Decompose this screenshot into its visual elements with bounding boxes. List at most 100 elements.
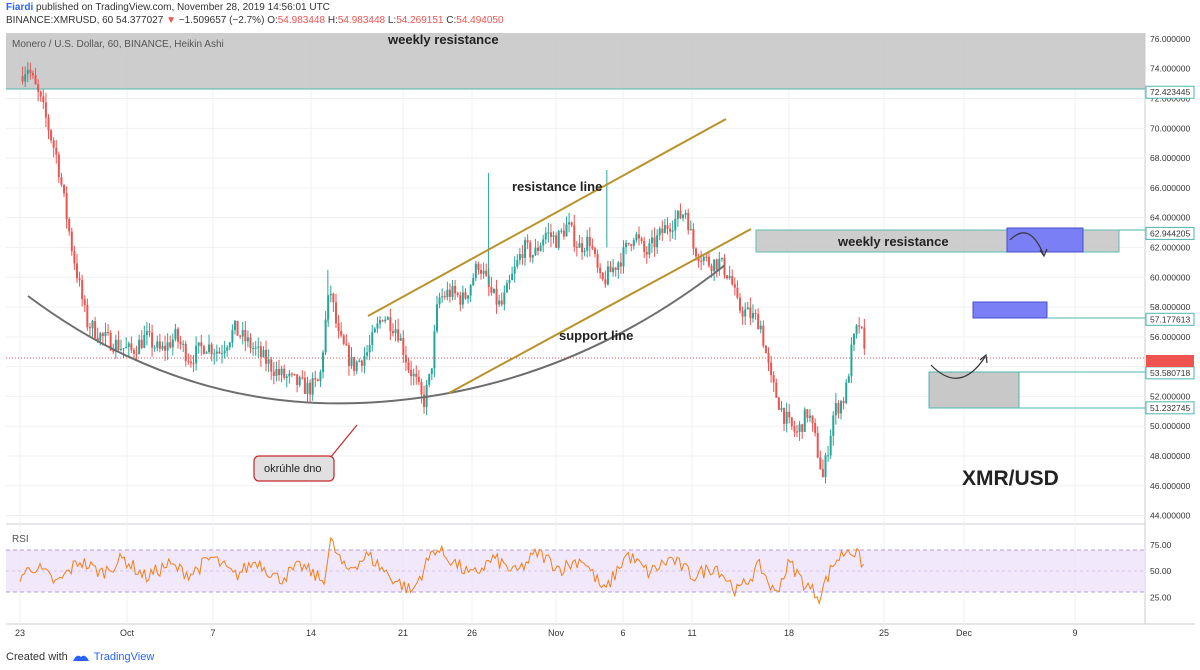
- candle-body: [112, 350, 115, 352]
- candle-body: [259, 346, 262, 357]
- candle-body: [360, 360, 363, 366]
- candle-body: [407, 362, 410, 370]
- candle-body: [433, 331, 436, 369]
- candle-body: [311, 378, 314, 395]
- y-tick-label: 52.000000: [1150, 391, 1190, 401]
- weekly-resistance-zone-top: [6, 33, 1145, 89]
- candle-body: [117, 339, 120, 351]
- candle-body: [650, 237, 653, 244]
- candle-body: [764, 345, 767, 354]
- candle-body: [143, 334, 146, 348]
- candle-body: [720, 257, 723, 260]
- candle-body: [832, 415, 835, 436]
- candle-body: [568, 222, 571, 225]
- candle-body: [694, 248, 697, 257]
- candle-body: [713, 259, 716, 272]
- candle-body: [334, 302, 337, 324]
- candle-body: [726, 275, 729, 279]
- candle-body: [461, 292, 464, 305]
- candle-body: [777, 397, 780, 410]
- x-tick-label: 11: [687, 628, 696, 638]
- candle-body: [228, 342, 231, 348]
- candle-body: [233, 320, 236, 331]
- candle-body: [676, 210, 679, 220]
- candle-body: [477, 263, 480, 271]
- candle-body: [609, 266, 612, 273]
- candle-body: [840, 401, 843, 414]
- candle-body: [751, 312, 754, 319]
- candle-body: [379, 320, 382, 324]
- candle-body: [337, 323, 340, 332]
- candle-body: [474, 263, 477, 279]
- candle-body: [754, 312, 757, 315]
- candle-body: [635, 234, 638, 241]
- candle-body: [728, 276, 731, 279]
- tradingview-brand[interactable]: TradingView: [93, 651, 155, 663]
- candle-body: [495, 288, 498, 305]
- series-title[interactable]: Monero / U.S. Dollar, 60, BINANCE, Heiki…: [12, 39, 224, 50]
- candle-body: [29, 69, 32, 74]
- candle-body: [718, 259, 721, 270]
- candle-body: [265, 349, 268, 364]
- candle-body: [783, 407, 786, 424]
- candle-body: [622, 247, 625, 267]
- candle-body: [350, 357, 353, 366]
- candle-body: [213, 353, 216, 355]
- candle-body: [210, 344, 213, 355]
- candle-body: [52, 140, 55, 148]
- candle-body: [138, 339, 141, 355]
- target-zone-upper: [1006, 227, 1084, 253]
- candle-body: [140, 339, 143, 348]
- price-label: 57.177613: [1150, 314, 1190, 324]
- candle-body: [850, 344, 853, 377]
- candle-body: [371, 332, 374, 346]
- created-with-text: Created with: [6, 651, 68, 663]
- rsi-title[interactable]: RSI: [12, 534, 29, 545]
- candle-body: [86, 304, 89, 328]
- candle-body: [195, 345, 198, 364]
- support-line-label: support line: [559, 328, 633, 343]
- candle-body: [410, 369, 413, 377]
- candle-body: [363, 355, 366, 366]
- candle-body: [863, 327, 866, 349]
- candle-body: [860, 326, 863, 328]
- candle-body: [689, 229, 692, 231]
- candle-body: [322, 352, 325, 373]
- candle-body: [208, 344, 211, 353]
- candle-body: [122, 348, 125, 350]
- candle-body: [700, 260, 703, 262]
- y-tick-label: 70.000000: [1150, 123, 1190, 133]
- candle-body: [60, 177, 63, 185]
- price-label-box: [1145, 226, 1195, 240]
- candle-body: [448, 289, 451, 297]
- candle-body: [625, 242, 628, 248]
- candle-body: [171, 339, 174, 348]
- candle-body: [345, 344, 348, 346]
- candle-body: [645, 251, 648, 255]
- candle-body: [684, 212, 687, 215]
- candle-body: [241, 329, 244, 337]
- tradingview-logo-icon: [72, 655, 89, 661]
- candle-body: [508, 280, 511, 284]
- candle-body: [21, 76, 24, 82]
- candle-body: [306, 382, 309, 394]
- resistance-line: [367, 118, 727, 317]
- publish-info: Fiardi published on TradingView.com, Nov…: [6, 2, 330, 13]
- candle-body: [78, 278, 81, 281]
- candle-body: [521, 254, 524, 258]
- candle-body: [262, 349, 265, 357]
- candle-body: [821, 469, 824, 478]
- candle-body: [91, 321, 94, 329]
- candle-body: [648, 243, 651, 255]
- author-name[interactable]: Fiardi: [6, 2, 34, 13]
- candle-body: [314, 378, 317, 380]
- candle-body: [653, 237, 656, 248]
- candle-body: [490, 286, 493, 293]
- price-pane[interactable]: [6, 33, 1145, 523]
- candle-body: [226, 347, 229, 351]
- candle-body: [197, 342, 200, 346]
- candle-body: [151, 332, 154, 348]
- candle-body: [417, 376, 420, 383]
- candle-body: [332, 293, 335, 303]
